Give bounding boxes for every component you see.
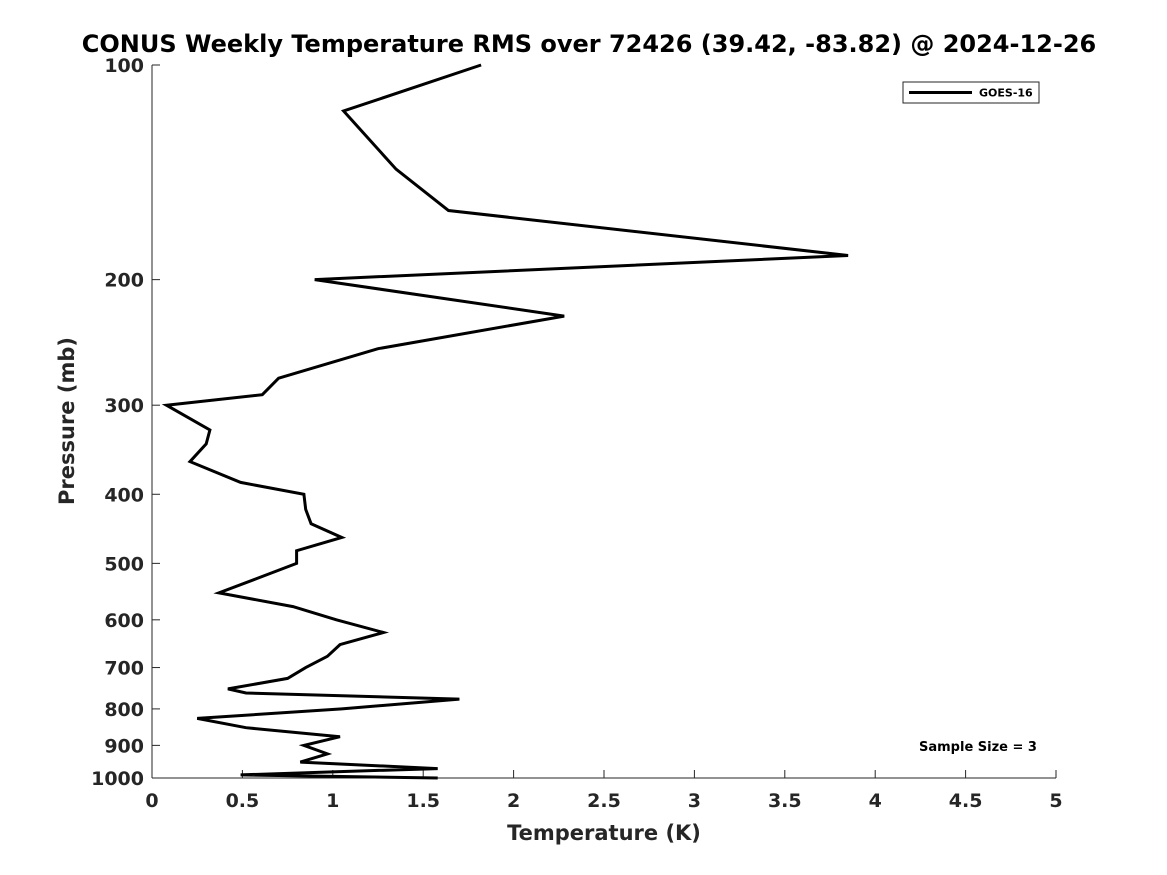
legend: GOES-16 [902,81,1040,104]
x-tick-label: 3 [688,790,701,812]
x-tick-label: 5 [1049,790,1062,812]
x-tick-label: 4.5 [949,790,983,812]
x-axis-label: Temperature (K) [507,821,701,845]
y-tick-label: 900 [104,735,144,757]
x-tick-label: 4 [869,790,882,812]
y-tick-label: 600 [104,610,144,632]
x-ticks: 0 0.5 1 1.5 2 2.5 3 3.5 4 4.5 5 [145,770,1063,812]
y-tick-label: 200 [104,270,144,292]
y-axis-label: Pressure (mb) [55,337,79,505]
y-tick-label: 800 [104,699,144,721]
x-tick-label: 1 [326,790,339,812]
series-layer [161,63,849,780]
x-tick-label: 2.5 [587,790,621,812]
y-tick-label: 100 [104,55,144,77]
chart-title: CONUS Weekly Temperature RMS over 72426 … [82,30,1096,58]
x-tick-label: 3.5 [768,790,802,812]
x-tick-label: 0 [145,790,158,812]
sample-size-annotation: Sample Size = 3 [919,740,1037,755]
y-tick-label: 500 [104,553,144,575]
series-line-goes-16 [161,63,849,780]
y-tick-label: 400 [104,484,144,506]
y-tick-label: 700 [104,658,144,680]
y-tick-label: 300 [104,395,144,417]
y-tick-label: 1000 [91,768,144,790]
x-tick-label: 0.5 [226,790,260,812]
x-tick-label: 2 [507,790,520,812]
legend-label-goes-16: GOES-16 [979,87,1033,100]
x-tick-label: 1.5 [406,790,440,812]
y-ticks: 100 200 300 400 500 600 700 800 900 1000 [91,55,160,790]
